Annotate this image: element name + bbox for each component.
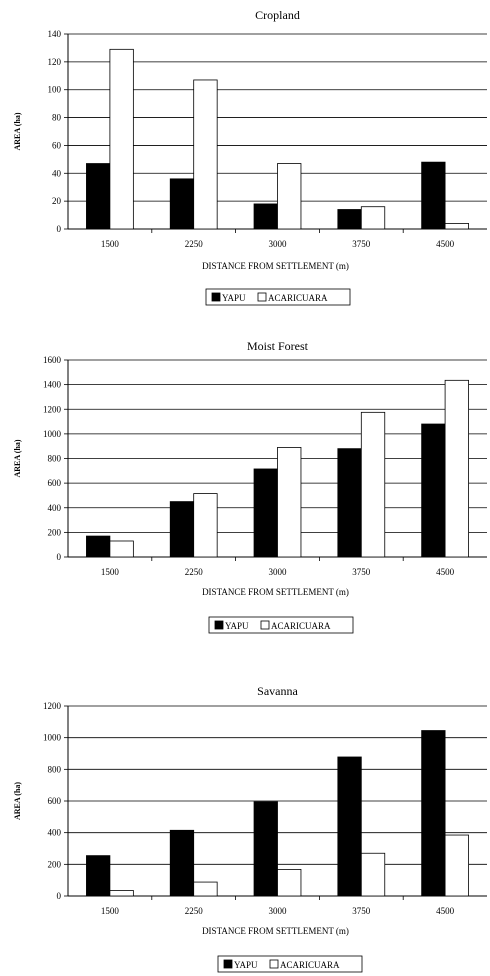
legend-swatch-yapu: [223, 959, 233, 969]
y-tick-label: 1600: [43, 355, 62, 365]
x-tick-label: 4500: [436, 239, 455, 249]
y-tick-label: 0: [57, 224, 62, 234]
bar-yapu: [86, 163, 111, 230]
bar-acaricuara: [360, 206, 386, 230]
y-tick-label: 1200: [43, 404, 62, 414]
x-tick-label: 2250: [185, 906, 204, 916]
y-tick-label: 800: [48, 454, 62, 464]
y-axis-label: AREA (ha): [13, 112, 22, 150]
bar-yapu: [86, 535, 111, 558]
bar-yapu: [337, 756, 362, 897]
x-tick-label: 3000: [269, 567, 288, 577]
y-tick-label: 60: [52, 140, 62, 150]
bar-yapu: [169, 829, 195, 897]
x-tick-label: 1500: [101, 906, 120, 916]
y-tick-label: 600: [48, 478, 62, 488]
bar-yapu: [421, 161, 446, 230]
bar-acaricuara: [360, 411, 386, 558]
bar-yapu: [253, 203, 278, 230]
cropland-chart-svg: Cropland 0 20 40 60 80 100 120 140 1500 2250 3000 37…: [13, 8, 487, 306]
y-tick-label: 0: [57, 552, 62, 562]
y-tick-label: 400: [48, 828, 62, 838]
x-tick-label: 1500: [101, 567, 120, 577]
savanna-chart: Savanna 0 200 400 600 800 1000 1200 1500 2250 3000…: [0, 676, 490, 976]
x-tick-label: 3000: [269, 239, 288, 249]
y-tick-label: 800: [48, 764, 62, 774]
bar-acaricuara: [109, 48, 134, 230]
legend-label-acaricuara: ACARICUARA: [268, 293, 328, 303]
bar-acaricuara: [444, 834, 469, 897]
y-tick-label: 140: [48, 29, 62, 39]
bar-yapu: [86, 855, 111, 897]
legend-swatch-acaricuara: [260, 620, 270, 630]
x-tick-label: 3000: [269, 906, 288, 916]
bar-acaricuara: [109, 890, 134, 897]
legend-label-yapu: YAPU: [225, 621, 249, 631]
bar-acaricuara: [109, 540, 134, 558]
cropland-chart: Cropland 0 20 40 60 80 100 120 140 1500 2250 3000 37…: [0, 0, 490, 312]
y-tick-label: 1000: [43, 733, 62, 743]
x-axis-label: DISTANCE FROM SETTLEMENT (m): [202, 261, 349, 271]
x-tick-label: 2250: [185, 239, 204, 249]
legend-swatch-yapu: [211, 292, 221, 302]
y-tick-label: 1400: [43, 380, 62, 390]
x-tick-label: 1500: [101, 239, 120, 249]
bar-acaricuara: [277, 447, 302, 558]
legend-label-yapu: YAPU: [222, 293, 246, 303]
bar-yapu: [337, 448, 362, 558]
y-tick-label: 80: [52, 113, 62, 123]
x-tick-label: 2250: [185, 567, 204, 577]
x-axis-label: DISTANCE FROM SETTLEMENT (m): [202, 587, 349, 597]
y-tick-label: 100: [48, 85, 62, 95]
legend-label-acaricuara: ACARICUARA: [280, 960, 340, 970]
y-tick-label: 200: [48, 527, 62, 537]
x-tick-label: 4500: [436, 906, 455, 916]
bar-yapu: [253, 468, 278, 558]
y-tick-label: 1200: [43, 701, 62, 711]
bar-acaricuara: [193, 493, 218, 558]
savanna-chart-svg: Savanna 0 200 400 600 800 1000 1200 1500 2250 3000…: [13, 684, 487, 973]
legend-label-yapu: YAPU: [234, 960, 258, 970]
x-tick-label: 4500: [436, 567, 455, 577]
bar-acaricuara: [360, 852, 386, 897]
legend-box: [208, 616, 354, 634]
chart-title: Moist Forest: [247, 339, 309, 353]
bar-yapu: [421, 730, 446, 897]
bar-yapu: [253, 801, 278, 897]
moist-forest-chart-svg: Moist Forest 0 200 400 600 800 1000 1200 1400 160…: [13, 339, 487, 634]
y-tick-label: 120: [48, 57, 62, 67]
bar-yapu: [421, 423, 446, 558]
legend-label-acaricuara: ACARICUARA: [271, 621, 331, 631]
y-axis-label: AREA (ha): [13, 439, 22, 477]
y-axis-label: AREA (ha): [13, 782, 22, 820]
y-tick-label: 600: [48, 796, 62, 806]
chart-title: Savanna: [257, 684, 298, 698]
bar-acaricuara: [444, 223, 469, 230]
bar-acaricuara: [444, 379, 469, 558]
y-tick-label: 1000: [43, 429, 62, 439]
bar-acaricuara: [277, 163, 302, 230]
bar-acaricuara: [193, 79, 218, 230]
y-tick-label: 40: [52, 168, 62, 178]
y-tick-label: 200: [48, 859, 62, 869]
bar-acaricuara: [277, 868, 302, 897]
x-tick-label: 3750: [352, 239, 371, 249]
legend-swatch-yapu: [214, 620, 224, 630]
bar-acaricuara: [193, 881, 218, 897]
y-tick-label: 400: [48, 503, 62, 513]
x-tick-label: 3750: [352, 906, 371, 916]
legend-box: [217, 955, 363, 973]
y-tick-label: 0: [57, 891, 62, 901]
bar-yapu: [169, 501, 195, 558]
x-axis-label: DISTANCE FROM SETTLEMENT (m): [202, 926, 349, 936]
chart-title: Cropland: [255, 8, 300, 22]
bar-yapu: [337, 209, 362, 230]
legend-swatch-acaricuara: [269, 959, 279, 969]
x-tick-label: 3750: [352, 567, 371, 577]
legend-box: [205, 288, 351, 306]
moist-forest-chart: Moist Forest 0 200 400 600 800 1000 1200 1400 160…: [0, 330, 490, 640]
bar-yapu: [169, 178, 195, 230]
legend-swatch-acaricuara: [257, 292, 267, 302]
y-tick-label: 20: [52, 196, 62, 206]
